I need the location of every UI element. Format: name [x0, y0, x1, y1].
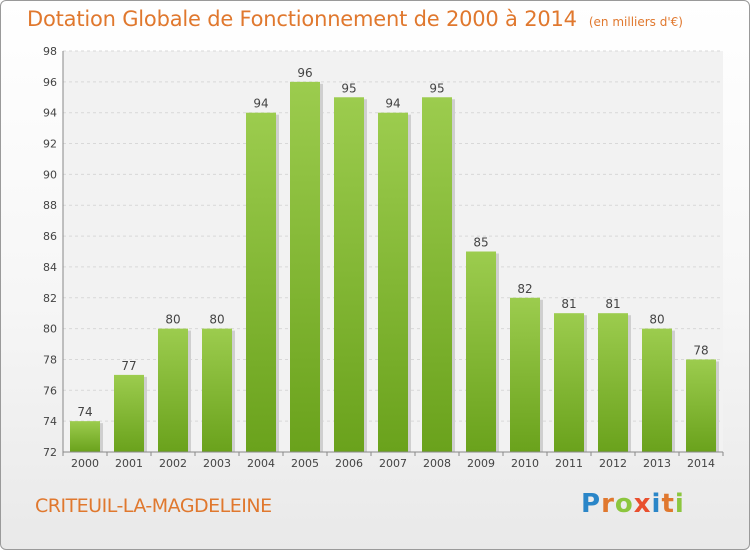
x-tick-label: 2000	[71, 457, 99, 470]
bar	[158, 328, 188, 452]
data-label: 80	[649, 313, 664, 327]
x-tick-label: 2011	[555, 457, 583, 470]
bar	[510, 297, 540, 452]
x-tick-label: 2010	[511, 457, 539, 470]
data-label: 80	[209, 313, 224, 327]
y-tick-label: 98	[43, 45, 57, 58]
x-tick-label: 2014	[687, 457, 715, 470]
x-tick-label: 2005	[291, 457, 319, 470]
data-label: 94	[385, 97, 400, 111]
bar	[202, 328, 232, 452]
data-label: 94	[253, 97, 268, 111]
bar	[290, 81, 320, 452]
data-label: 95	[341, 81, 356, 95]
y-tick-label: 96	[43, 76, 57, 89]
bar	[466, 251, 496, 452]
bar	[114, 374, 144, 452]
y-tick-label: 86	[43, 230, 57, 243]
bar	[642, 328, 672, 452]
x-tick-label: 2003	[203, 457, 231, 470]
data-label: 95	[429, 81, 444, 95]
chart-unit: (en milliers d'€)	[588, 15, 683, 29]
x-tick-label: 2001	[115, 457, 143, 470]
data-label: 77	[121, 359, 136, 373]
y-tick-label: 82	[43, 292, 57, 305]
y-tick-label: 72	[43, 446, 57, 459]
y-tick-label: 84	[43, 261, 57, 274]
y-tick-label: 80	[43, 323, 57, 336]
data-label: 80	[165, 313, 180, 327]
x-tick-label: 2008	[423, 457, 451, 470]
y-tick-label: 94	[43, 107, 57, 120]
y-tick-label: 74	[43, 415, 57, 428]
data-label: 85	[473, 236, 488, 250]
x-tick-label: 2007	[379, 457, 407, 470]
x-tick-label: 2009	[467, 457, 495, 470]
bar	[598, 313, 628, 452]
bar	[422, 97, 452, 453]
data-label: 74	[77, 405, 92, 419]
bar	[378, 112, 408, 452]
x-tick-label: 2012	[599, 457, 627, 470]
y-tick-label: 78	[43, 353, 57, 366]
data-label: 81	[605, 297, 620, 311]
data-label: 82	[517, 282, 532, 296]
y-tick-label: 76	[43, 384, 57, 397]
x-tick-label: 2002	[159, 457, 187, 470]
x-tick-label: 2006	[335, 457, 363, 470]
y-tick-label: 92	[43, 138, 57, 151]
x-tick-label: 2004	[247, 457, 275, 470]
x-tick-label: 2013	[643, 457, 671, 470]
bar	[246, 112, 276, 452]
data-label: 96	[297, 66, 312, 80]
data-label: 78	[693, 343, 708, 357]
bar	[70, 421, 100, 452]
y-tick-label: 90	[43, 168, 57, 181]
commune-name: CRITEUIL-LA-MAGDELEINE	[35, 495, 272, 517]
chart-title-text: Dotation Globale de Fonctionnement de 20…	[27, 7, 577, 31]
bar	[334, 97, 364, 453]
bar	[686, 359, 716, 452]
proxiti-logo: Proxiti	[581, 489, 685, 519]
chart-title: Dotation Globale de Fonctionnement de 20…	[27, 7, 683, 31]
bar	[554, 313, 584, 452]
y-tick-label: 88	[43, 199, 57, 212]
data-label: 81	[561, 297, 576, 311]
